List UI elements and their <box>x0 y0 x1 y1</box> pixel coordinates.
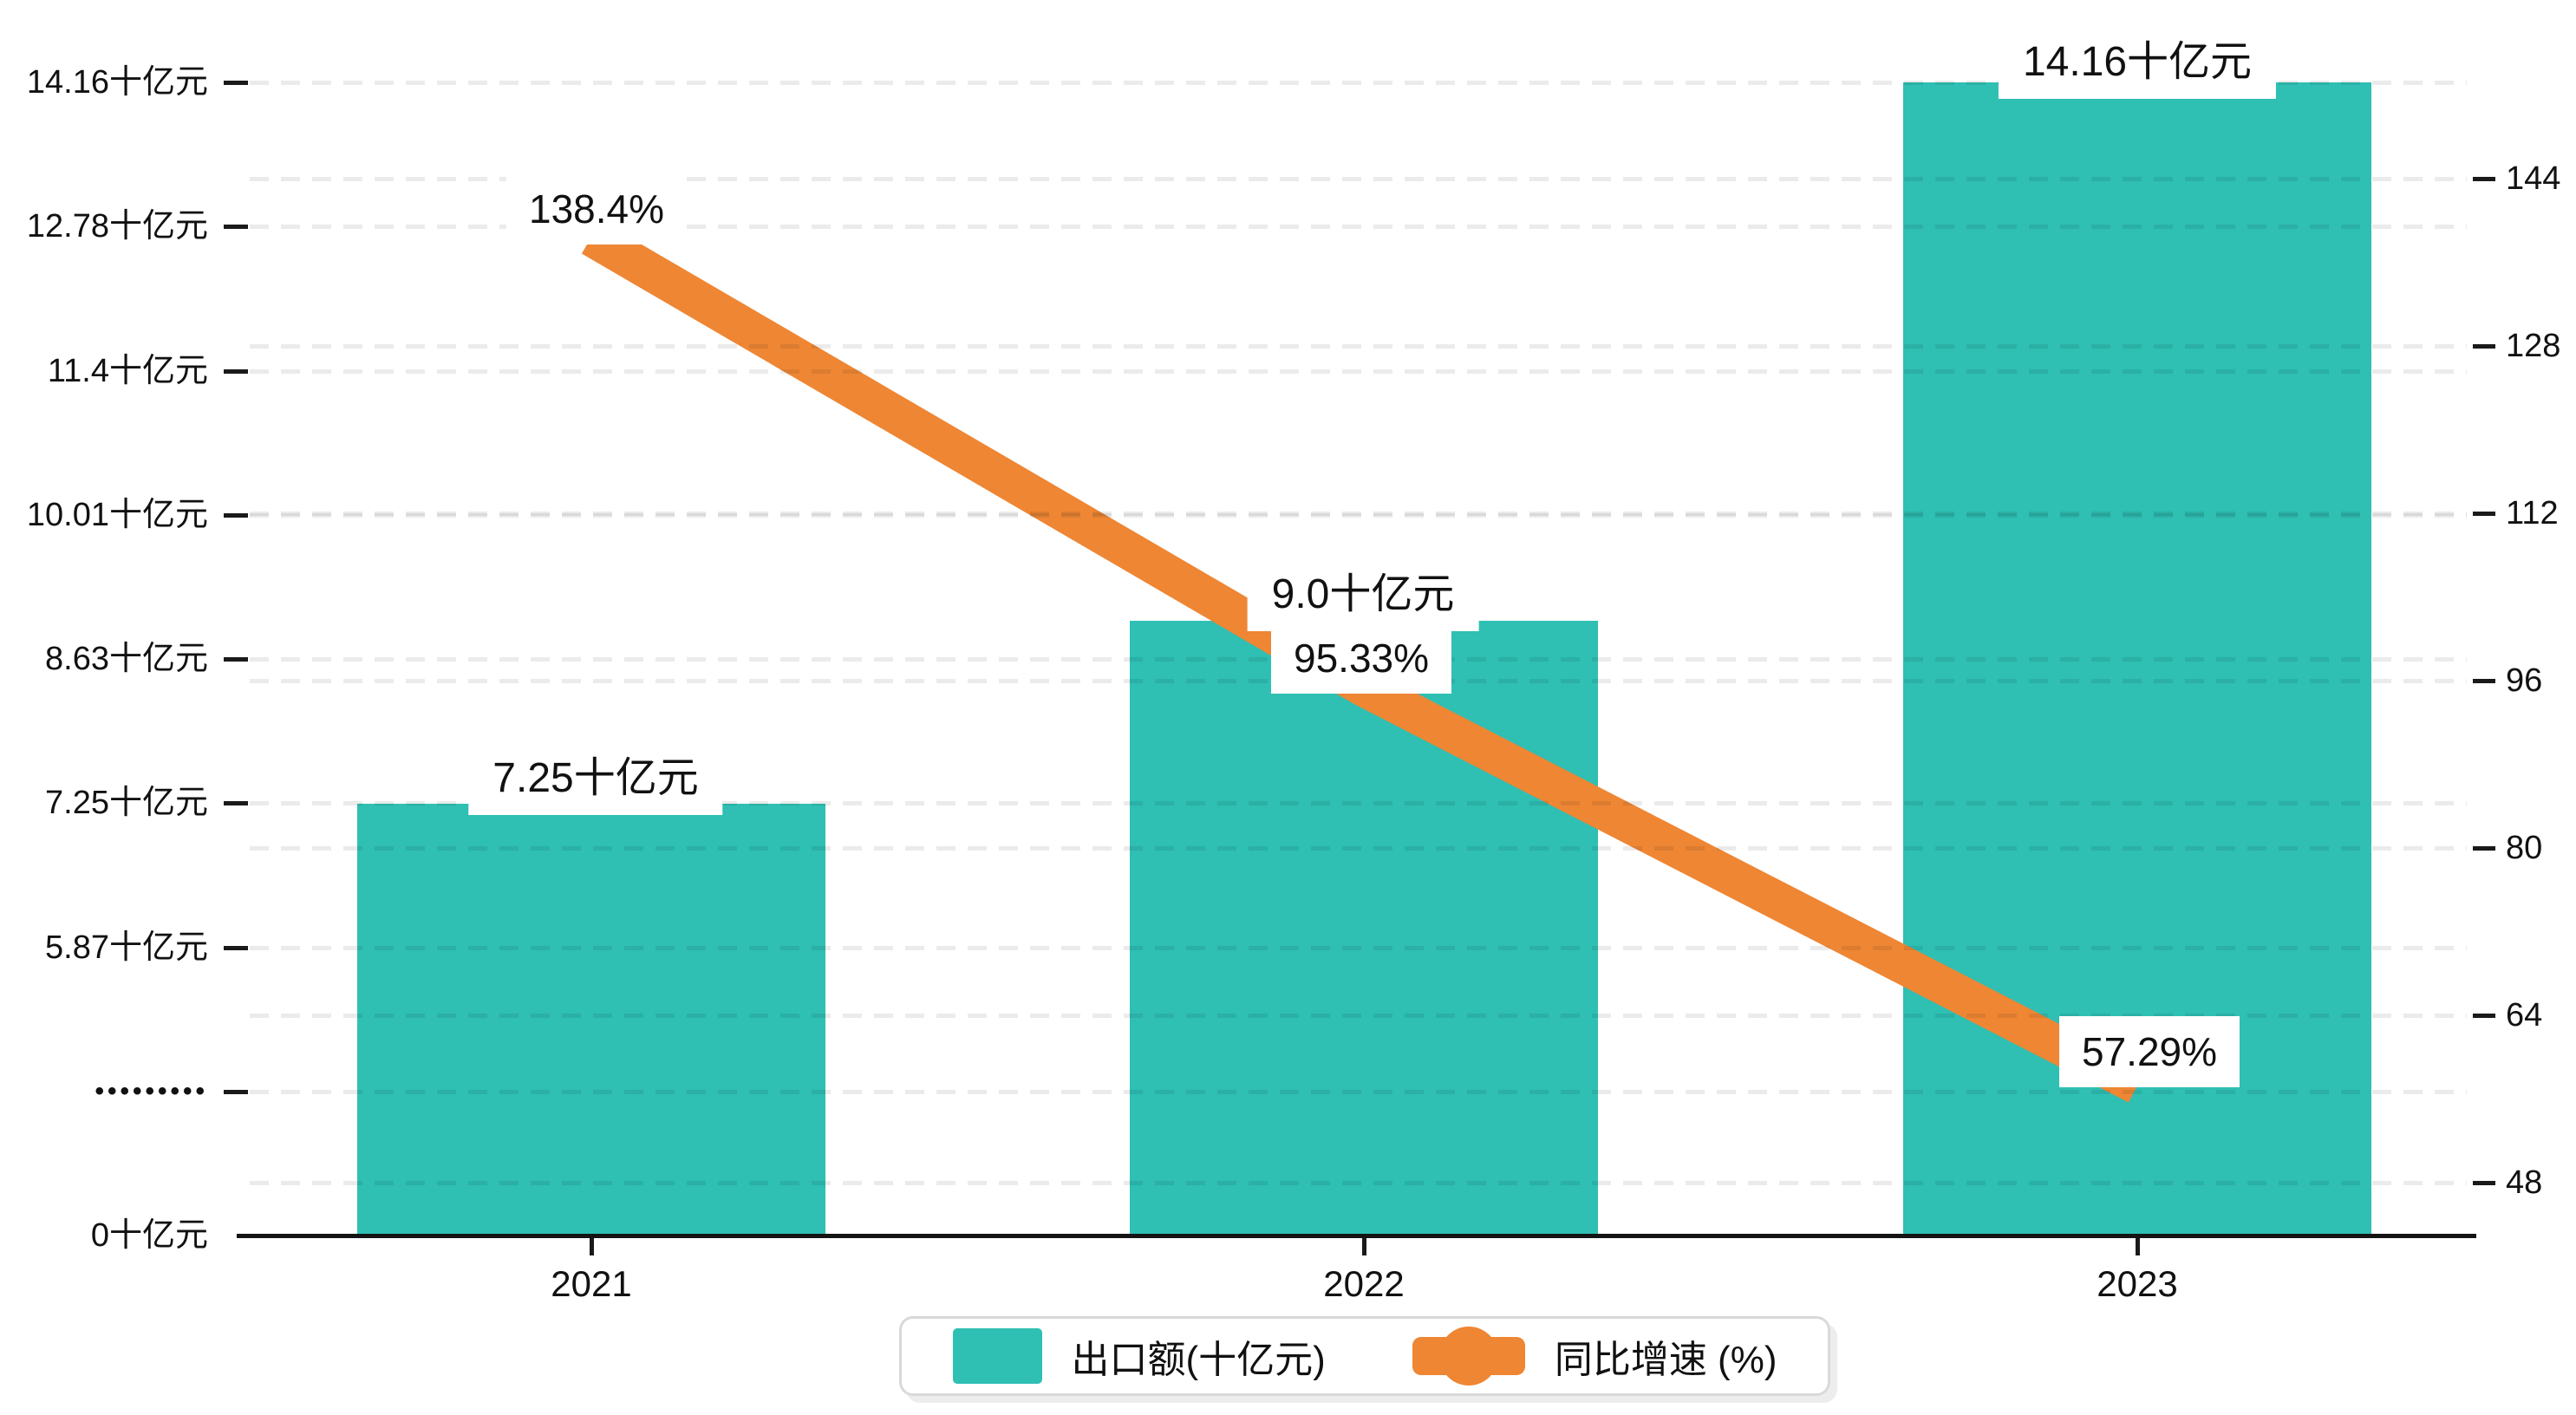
y-axis-label-right: 112 <box>2506 495 2559 531</box>
x-axis-label-2022: 2022 <box>1323 1263 1405 1304</box>
gridline <box>250 1014 2467 1018</box>
y-axis-label-right: 128 <box>2506 328 2561 364</box>
left-axis-tick <box>224 657 248 662</box>
bar-2021[interactable] <box>357 804 825 1236</box>
y-axis-label-left: 8.63十亿元 <box>45 641 208 677</box>
gridline <box>250 225 2467 230</box>
gridline <box>250 1181 2467 1185</box>
gridline <box>250 368 2467 374</box>
growth-value-label: 95.33% <box>1270 623 1452 694</box>
growth-value-label: 138.4% <box>505 173 688 245</box>
bar-value-label: 14.16十亿元 <box>1998 26 2277 99</box>
y-axis-label-left: 14.16十亿元 <box>26 64 208 101</box>
left-axis-tick <box>224 801 248 806</box>
x-axis-label-2023: 2023 <box>2097 1263 2178 1304</box>
bar-value-label: 9.0十亿元 <box>1247 558 1479 631</box>
gridline <box>250 344 2467 349</box>
x-axis-line <box>237 1234 2476 1238</box>
right-axis-tick <box>2473 846 2495 851</box>
y-axis-label-right: 144 <box>2506 160 2561 197</box>
gridline <box>250 512 2467 518</box>
left-axis-tick <box>224 945 248 950</box>
y-axis-label-left: 0十亿元 <box>90 1217 208 1254</box>
y-axis-label-right: 48 <box>2506 1164 2543 1201</box>
y-axis-label-right: 64 <box>2506 997 2543 1034</box>
bar-2022[interactable] <box>1130 621 1598 1236</box>
gridline <box>250 177 2467 181</box>
left-axis-tick <box>224 1089 248 1094</box>
y-axis-label-right: 80 <box>2506 830 2543 866</box>
y-axis-label-left: 11.4十亿元 <box>47 352 208 389</box>
line-marker-dot-icon <box>1438 1327 1498 1386</box>
x-axis-tick <box>2136 1238 2140 1255</box>
legend-item-growth-rate[interactable]: 同比增速 (%) <box>1412 1326 1777 1386</box>
y-axis-break-label: ••••••••• <box>95 1076 208 1105</box>
y-axis-label-left: 5.87十亿元 <box>45 929 208 966</box>
legend: 出口额(十亿元) 同比增速 (%) <box>899 1316 1830 1396</box>
legend-item-export-amount[interactable]: 出口额(十亿元) <box>952 1328 1326 1384</box>
legend-label-export-amount: 出口额(十亿元) <box>1071 1339 1326 1381</box>
left-axis-tick <box>224 81 248 85</box>
y-axis-label-right: 96 <box>2506 662 2543 699</box>
bar-value-label: 7.25十亿元 <box>468 742 723 815</box>
growth-value-label: 57.29% <box>2058 1016 2240 1087</box>
line-series-marker-icon <box>1412 1326 1525 1386</box>
gridline <box>250 81 2467 85</box>
x-axis-label-2021: 2021 <box>551 1263 632 1304</box>
y-axis-label-left: 10.01十亿元 <box>26 496 208 533</box>
right-axis-tick <box>2473 679 2495 683</box>
gridline <box>250 801 2467 806</box>
legend-label-growth-rate: 同比增速 (%) <box>1554 1339 1777 1381</box>
right-axis-tick <box>2473 177 2495 181</box>
right-axis-tick <box>2473 512 2495 516</box>
gridline <box>250 945 2467 950</box>
left-axis-tick <box>224 225 248 230</box>
right-axis-tick <box>2473 1181 2495 1185</box>
x-axis-tick <box>1362 1238 1366 1255</box>
left-axis-tick <box>224 512 248 518</box>
x-axis-tick <box>590 1238 594 1255</box>
bar-series-swatch-icon <box>952 1328 1042 1384</box>
right-axis-tick <box>2473 1014 2495 1018</box>
gridline <box>250 1089 2467 1094</box>
right-axis-tick <box>2473 344 2495 349</box>
gridline <box>250 846 2467 851</box>
y-axis-label-left: 7.25十亿元 <box>45 785 208 822</box>
y-axis-label-left: 12.78十亿元 <box>26 208 208 245</box>
gridline <box>250 512 2467 516</box>
left-axis-tick <box>224 368 248 374</box>
